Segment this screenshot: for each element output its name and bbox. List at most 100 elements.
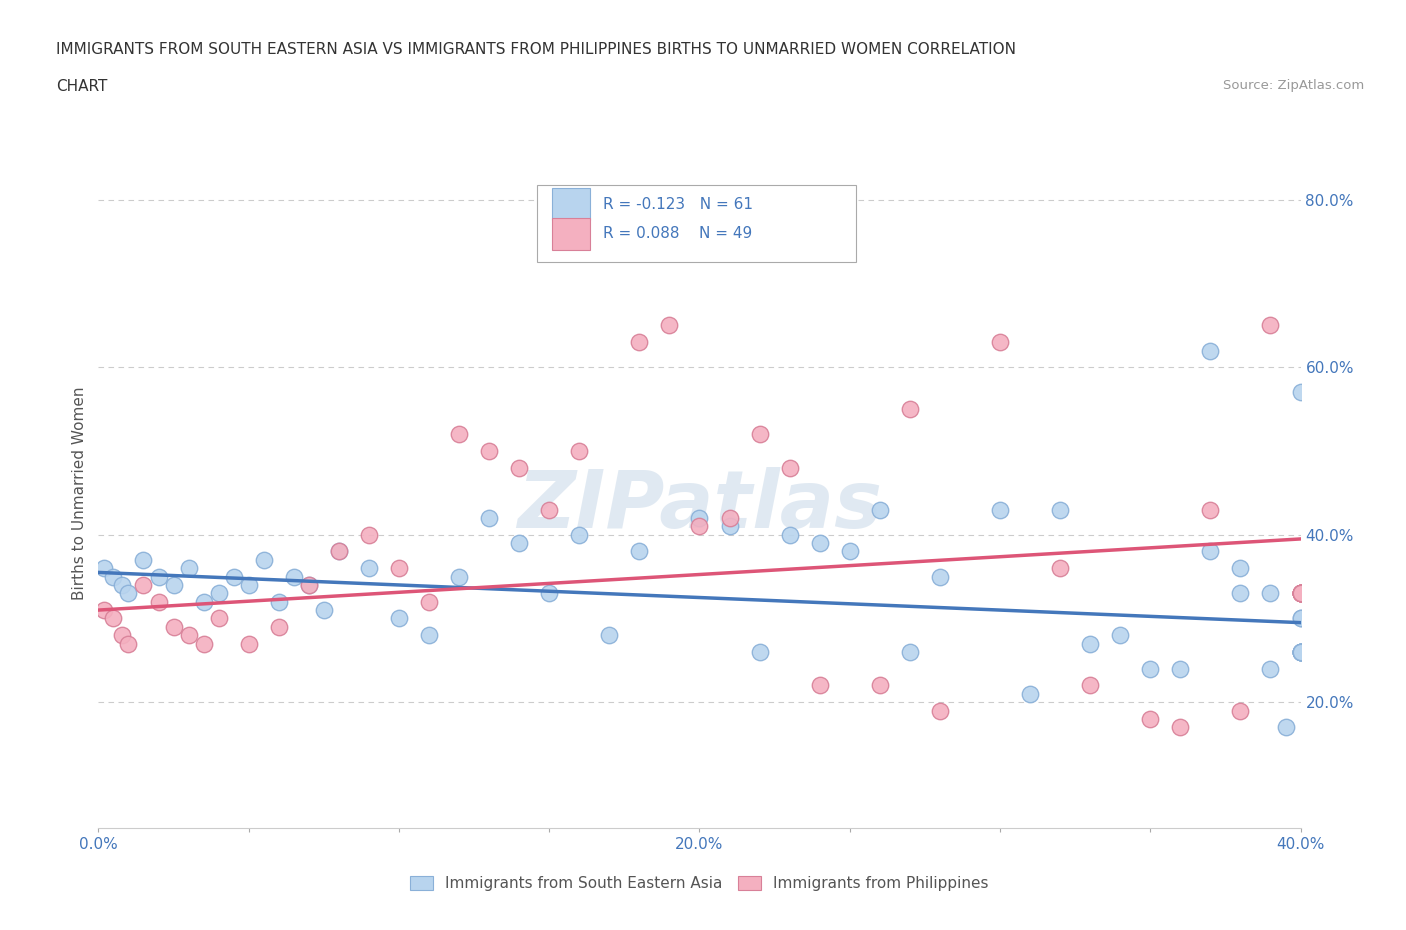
Point <box>1199 502 1222 517</box>
FancyBboxPatch shape <box>537 185 856 262</box>
Point <box>1229 586 1251 601</box>
Point <box>1289 586 1312 601</box>
Text: R = -0.123   N = 61: R = -0.123 N = 61 <box>603 197 754 212</box>
Point <box>748 427 770 442</box>
Point <box>508 536 530 551</box>
Point <box>869 502 891 517</box>
Point <box>208 586 231 601</box>
Point <box>222 569 245 584</box>
Point <box>1078 678 1101 693</box>
Point <box>267 619 290 634</box>
Point <box>117 586 139 601</box>
Point <box>132 552 155 567</box>
Point <box>328 544 350 559</box>
Point <box>1289 586 1312 601</box>
Point <box>111 578 134 592</box>
Point <box>808 678 831 693</box>
Point <box>988 502 1011 517</box>
Point <box>478 511 501 525</box>
Text: Source: ZipAtlas.com: Source: ZipAtlas.com <box>1223 79 1364 92</box>
Point <box>193 636 215 651</box>
Point <box>103 611 125 626</box>
Point <box>418 594 440 609</box>
Point <box>1260 586 1282 601</box>
Point <box>1289 385 1312 400</box>
Y-axis label: Births to Unmarried Women: Births to Unmarried Women <box>72 386 87 600</box>
Point <box>568 444 591 458</box>
Point <box>1289 586 1312 601</box>
Point <box>103 569 125 584</box>
Point <box>988 335 1011 350</box>
Point <box>111 628 134 643</box>
Point <box>838 544 860 559</box>
Point <box>1139 711 1161 726</box>
Point <box>1049 561 1071 576</box>
Point <box>357 527 380 542</box>
Point <box>779 527 801 542</box>
Point <box>193 594 215 609</box>
Point <box>357 561 380 576</box>
Point <box>898 644 921 659</box>
Point <box>1289 586 1312 601</box>
Point <box>1289 611 1312 626</box>
Point <box>1289 644 1312 659</box>
Point <box>689 511 711 525</box>
Point <box>508 460 530 475</box>
Point <box>628 335 651 350</box>
Point <box>628 544 651 559</box>
Text: R = 0.088    N = 49: R = 0.088 N = 49 <box>603 226 752 241</box>
Point <box>869 678 891 693</box>
Point <box>1289 586 1312 601</box>
Point <box>1139 661 1161 676</box>
Point <box>929 703 952 718</box>
Point <box>808 536 831 551</box>
Point <box>312 603 335 618</box>
Point <box>418 628 440 643</box>
Point <box>538 502 561 517</box>
Point <box>253 552 276 567</box>
Point <box>177 561 200 576</box>
Point <box>1260 661 1282 676</box>
Point <box>1289 644 1312 659</box>
Point <box>1289 611 1312 626</box>
Point <box>1170 720 1192 735</box>
Point <box>1289 586 1312 601</box>
Point <box>1289 586 1312 601</box>
Point <box>298 578 321 592</box>
Point <box>1199 343 1222 358</box>
Point <box>1289 586 1312 601</box>
Point <box>929 569 952 584</box>
Point <box>1274 720 1296 735</box>
Point <box>177 628 200 643</box>
Point <box>1019 686 1042 701</box>
Point <box>718 519 741 534</box>
Text: IMMIGRANTS FROM SOUTH EASTERN ASIA VS IMMIGRANTS FROM PHILIPPINES BIRTHS TO UNMA: IMMIGRANTS FROM SOUTH EASTERN ASIA VS IM… <box>56 42 1017 57</box>
Point <box>1078 636 1101 651</box>
Point <box>283 569 305 584</box>
Point <box>1229 561 1251 576</box>
Point <box>1289 644 1312 659</box>
Point <box>447 427 470 442</box>
Bar <box>551 188 591 220</box>
Point <box>162 619 184 634</box>
Point <box>1049 502 1071 517</box>
Point <box>1170 661 1192 676</box>
Point <box>1289 644 1312 659</box>
Point <box>1199 544 1222 559</box>
Point <box>1229 703 1251 718</box>
Point <box>689 519 711 534</box>
Point <box>148 569 170 584</box>
Point <box>779 460 801 475</box>
Point <box>298 578 321 592</box>
Point <box>388 611 411 626</box>
Point <box>658 318 681 333</box>
Point <box>267 594 290 609</box>
Point <box>93 603 115 618</box>
Point <box>538 586 561 601</box>
Point <box>1289 644 1312 659</box>
Point <box>117 636 139 651</box>
Text: CHART: CHART <box>56 79 108 94</box>
Point <box>447 569 470 584</box>
Point <box>132 578 155 592</box>
Point <box>1109 628 1132 643</box>
